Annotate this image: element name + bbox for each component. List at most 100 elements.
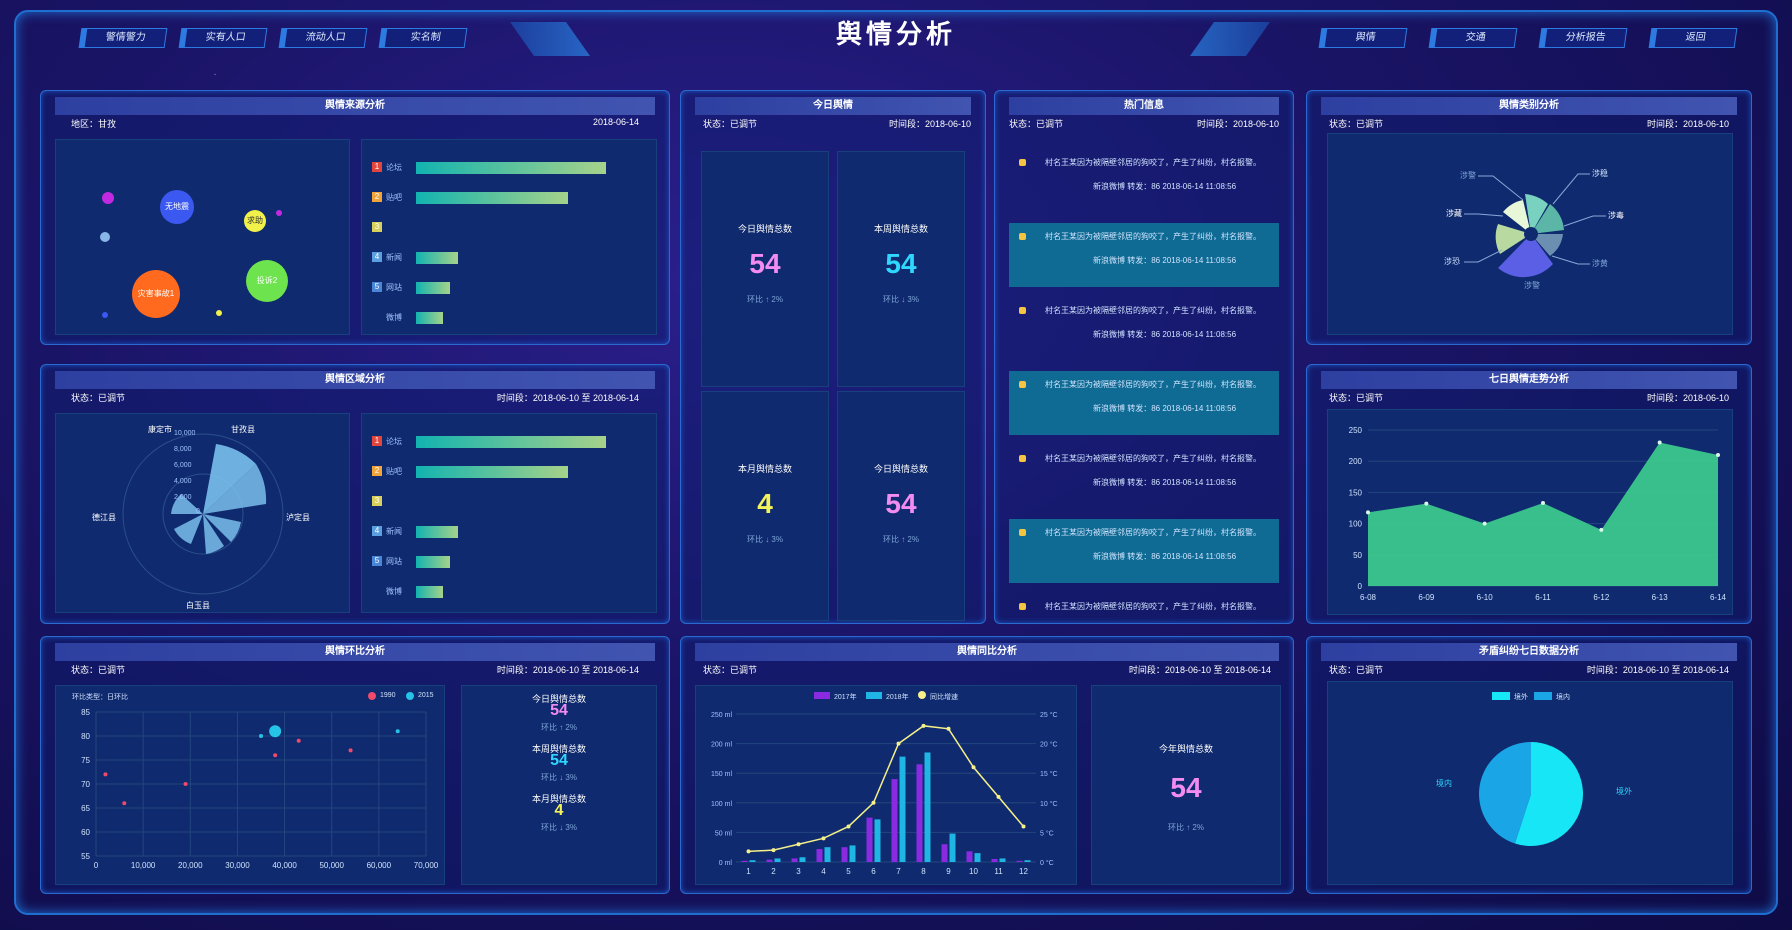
x-tick-label: 3 (796, 867, 801, 876)
growth-point (896, 741, 901, 746)
hot-info-list[interactable]: 村名王某因为被隔壁邻居的狗咬了，产生了纠纷，村名报警。新浪微博 转发：86 20… (1009, 149, 1279, 617)
legend-label: 境内 (1556, 694, 1570, 701)
bar-label: 贴吧 (386, 193, 402, 202)
y-tick-label: 75 (81, 756, 90, 765)
stat-card-today-2: 今日舆情总数 54 环比 ↑ 2% (837, 391, 965, 621)
list-item[interactable]: 村名王某因为被隔壁邻居的狗咬了，产生了纠纷，村名报警。 新浪微博 转发：86 20… (1009, 223, 1279, 287)
ratio-panel: 舆情环比分析 状态：已调节 时间段：2018-06-10 至 2018-06-1… (40, 636, 670, 894)
scatter-point (122, 801, 127, 806)
x-tick-label: 7 (896, 867, 901, 876)
bubble: 灾害事故1 (132, 270, 180, 318)
y-tick-label: 55 (81, 852, 90, 861)
time-label: 时间段：2018-06-10 (1646, 119, 1729, 129)
nav-button-realname[interactable]: 实名制 (378, 28, 468, 48)
stat-value: 54 (749, 248, 781, 279)
bar-2018 (749, 860, 756, 862)
bar-label: 新闻 (386, 527, 402, 536)
stat-label: 本月舆情总数 (737, 464, 792, 474)
bar-fill (416, 526, 458, 538)
list-item[interactable]: 村名王某因为被隔壁邻居的狗咬了，产生了纠纷，村名报警。 新浪微博 转发：86 20… (1009, 519, 1279, 583)
rose-label: 涉藏 (1446, 209, 1462, 218)
legend-dot (918, 691, 926, 699)
growth-point (971, 765, 976, 770)
x-tick-label: 6-11 (1535, 593, 1551, 602)
nav-button-traffic[interactable]: 交通 (1428, 28, 1518, 48)
y-left-tick: 200 ml (711, 742, 732, 749)
item-sub: 新浪微博 转发：86 2018-06-14 11:08:56 (1093, 478, 1237, 487)
bar-2017 (941, 844, 948, 862)
polar-tick: 2,000 (174, 494, 192, 501)
date-label: 2018-06-14 (592, 117, 639, 127)
bubble-dot (276, 210, 282, 216)
data-point (1424, 501, 1429, 506)
nav-button-floating[interactable]: 流动人口 (278, 28, 368, 48)
y-tick-label: 250 (1349, 426, 1363, 435)
list-item[interactable]: 村名王某因为被隔壁邻居的狗咬了，产生了纠纷，村名报警。 新浪微博 转发：86 20… (1009, 149, 1279, 213)
legend-swatch (1534, 692, 1552, 700)
growth-point (921, 723, 926, 728)
stat-value: 54 (550, 702, 568, 719)
pie-chart: 境外 境内 境内 境外 (1327, 681, 1733, 885)
bullet-icon (1019, 455, 1026, 462)
rose-label: 涉黄 (1592, 259, 1608, 268)
bar-2017 (991, 859, 998, 862)
bullet-icon (1019, 233, 1026, 240)
status-label: 状态：已调节 (1329, 665, 1384, 675)
nav-button-police[interactable]: 警情警力 (78, 28, 168, 48)
growth-point (821, 836, 826, 841)
data-point (1599, 527, 1604, 532)
growth-point (1021, 824, 1026, 829)
list-item[interactable]: 村名王某因为被隔壁邻居的狗咬了，产生了纠纷，村名报警。 (1009, 593, 1279, 617)
data-point (1482, 521, 1487, 526)
stat-value: 54 (1170, 772, 1202, 803)
region-label: 地区：甘孜 (71, 119, 117, 129)
bar-fill (416, 556, 451, 568)
list-item[interactable]: 村名王某因为被隔壁邻居的狗咬了，产生了纠纷，村名报警。 新浪微博 转发：86 20… (1009, 371, 1279, 435)
bar-label: 微博 (386, 587, 402, 596)
nav-button-opinion[interactable]: 舆情 (1318, 28, 1408, 48)
nav-button-population[interactable]: 实有人口 (178, 28, 268, 48)
bar-2018 (799, 857, 806, 862)
y-left-tick: 250 ml (711, 712, 732, 719)
rose-label: 涉警 (1460, 171, 1476, 180)
legend-label: 2017年 (834, 694, 857, 701)
area-fill (1368, 442, 1718, 586)
rank-badge: 5 (372, 282, 382, 292)
bar-row: 微博 (372, 312, 616, 326)
bar-label: 网站 (386, 557, 402, 566)
stat-trend: 环比 ↑ 2% (1167, 823, 1204, 832)
pie-slice (1479, 742, 1531, 844)
today-panel: 今日舆情 状态：已调节 时间段：2018-06-10 今日舆情总数 54 环比 … (680, 90, 986, 624)
list-item[interactable]: 村名王某因为被隔壁邻居的狗咬了，产生了纠纷，村名报警。 新浪微博 转发：86 20… (1009, 445, 1279, 509)
hot-info-panel: 热门信息 状态：已调节 时间段：2018-06-10 村名王某因为被隔壁邻居的狗… (994, 90, 1294, 624)
bar-label: 论坛 (386, 163, 402, 172)
item-text: 村名王某因为被隔壁邻居的狗咬了，产生了纠纷，村名报警。 (1045, 306, 1261, 315)
nav-button-report[interactable]: 分析报告 (1538, 28, 1628, 48)
conflict-panel: 矛盾纠纷七日数据分析 状态：已调节 时间段：2018-06-10 至 2018-… (1306, 636, 1752, 894)
stat-trend: 环比 ↑ 2% (746, 295, 783, 304)
bar-2017 (766, 859, 773, 862)
y-right-tick: 5 °C (1040, 829, 1054, 837)
nav-button-back[interactable]: 返回 (1648, 28, 1738, 48)
rank-badge: 5 (372, 556, 382, 566)
bullet-icon (1019, 159, 1026, 166)
item-text: 村名王某因为被隔壁邻居的狗咬了，产生了纠纷，村名报警。 (1045, 528, 1261, 537)
y-tick-label: 100 (1349, 520, 1363, 529)
x-tick-label: 10 (969, 867, 978, 876)
scatter-point (296, 738, 301, 743)
x-tick-label: 6-08 (1360, 593, 1377, 602)
polar-tick: 0 (196, 508, 200, 515)
x-tick-label: 2 (771, 867, 776, 876)
panel-title: 舆情来源分析 (55, 97, 655, 115)
y-left-tick: 150 ml (711, 771, 732, 778)
x-tick-label: 50,000 (319, 861, 344, 870)
list-item[interactable]: 村名王某因为被隔壁邻居的狗咬了，产生了纠纷，村名报警。 新浪微博 转发：86 20… (1009, 297, 1279, 361)
bubble-dot (100, 232, 110, 242)
legend-label: 2015 (418, 692, 434, 699)
bar-row: 1 论坛 (372, 436, 616, 450)
top-bar: 舆情分析 警情警力 实有人口 流动人口 实名制 舆情 交通 分析报告 返回 (0, 0, 1792, 80)
x-tick-label: 4 (821, 867, 826, 876)
stat-trend: 环比 ↓ 3% (746, 535, 783, 544)
stat-card-week: 本周舆情总数 54 环比 ↓ 3% (837, 151, 965, 387)
panel-title: 舆情环比分析 (55, 643, 655, 661)
